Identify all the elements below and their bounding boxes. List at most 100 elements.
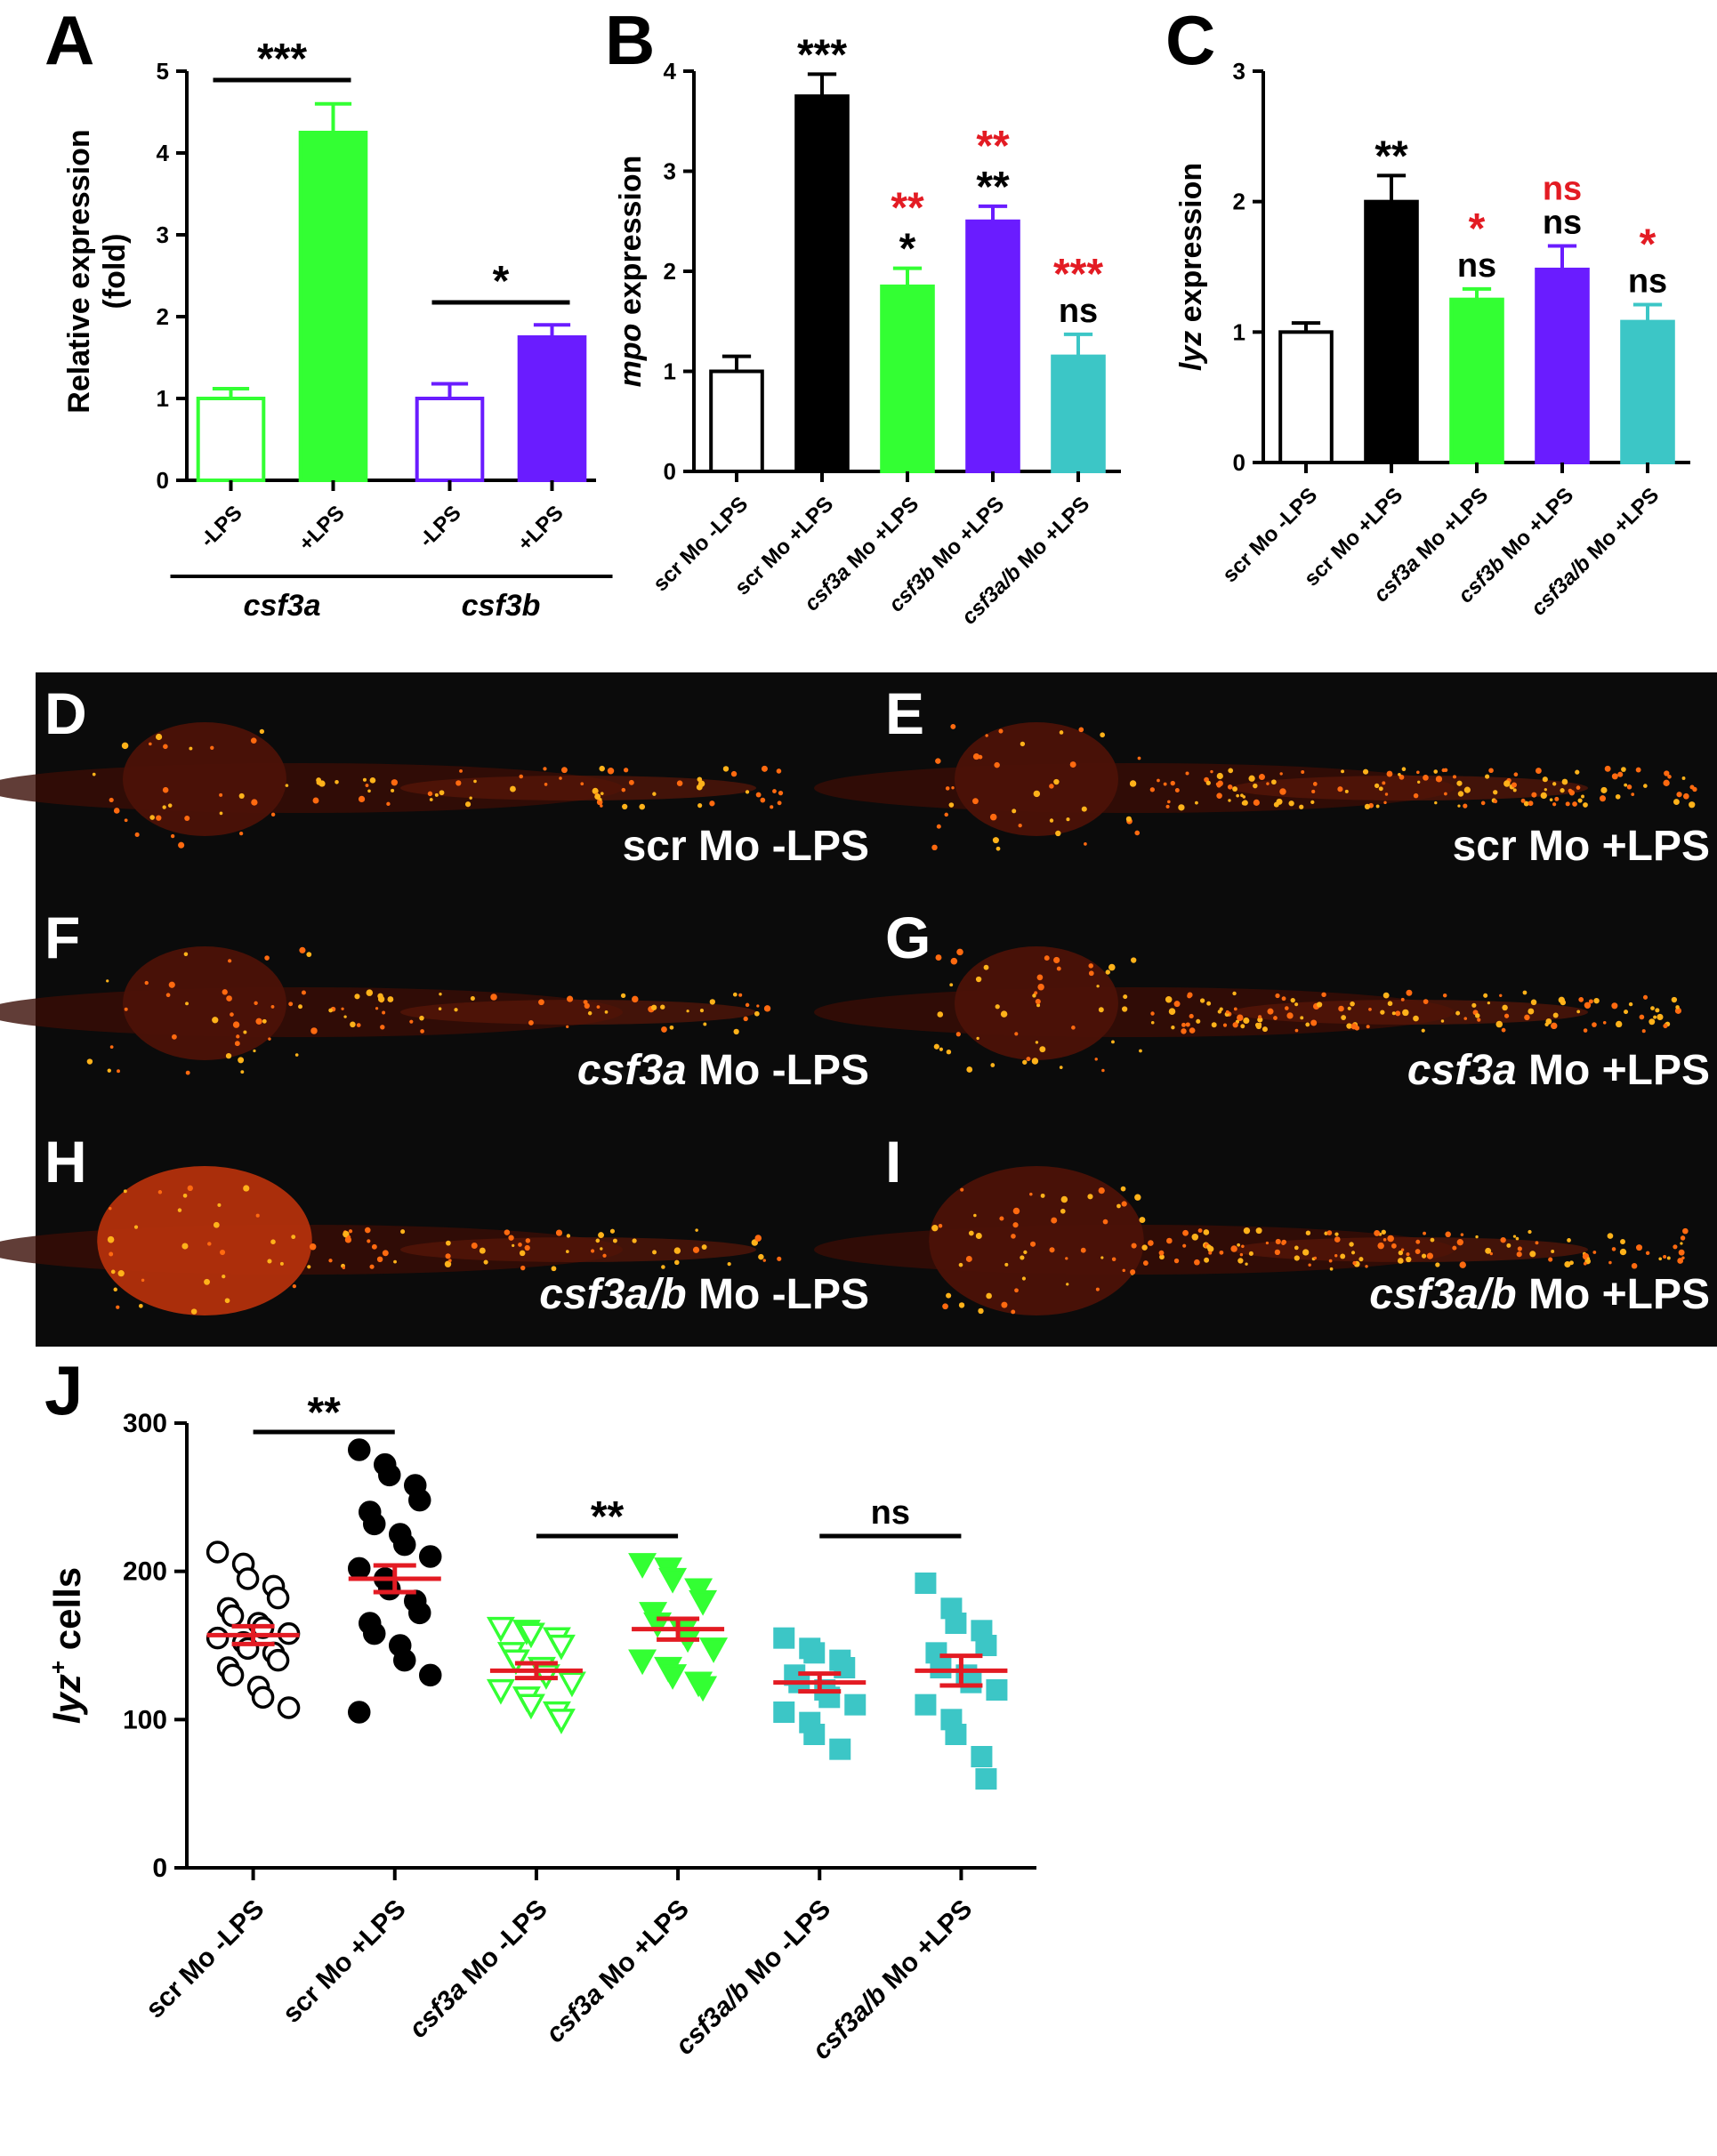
fluorescent-cell <box>1321 992 1326 998</box>
fluorescent-cell <box>972 798 979 805</box>
fluorescent-cell <box>699 1009 705 1013</box>
fluorescent-cell <box>652 792 657 796</box>
significance-label: * <box>493 258 510 305</box>
fluorescent-cell <box>365 784 369 787</box>
y-tick-label: 4 <box>664 58 677 84</box>
fluorescent-cell <box>1310 1019 1318 1026</box>
fluorescent-cell <box>1100 1256 1104 1259</box>
fluorescent-cell <box>709 800 715 807</box>
fluorescent-cell <box>1611 773 1618 780</box>
fluorescent-cell <box>1131 957 1137 963</box>
y-tick-label: 1 <box>664 358 676 385</box>
fluorescent-cell <box>226 995 232 1002</box>
fluorescent-cell <box>367 1239 371 1243</box>
bar <box>1278 330 1334 465</box>
fluorescent-cell <box>1628 1002 1633 1007</box>
y-tick-label: 2 <box>664 258 676 285</box>
fluorescent-cell <box>1328 1259 1333 1263</box>
fluorescent-cell <box>1406 1252 1410 1257</box>
fluorescent-cell <box>376 1256 383 1263</box>
fluorescent-cell <box>1098 1007 1104 1013</box>
fluorescent-cell <box>1689 801 1696 808</box>
fluorescent-cell <box>113 808 120 814</box>
fluorescent-cell <box>382 1010 386 1015</box>
fluorescent-cell <box>1216 772 1223 780</box>
fluorescent-cell <box>1375 804 1380 808</box>
data-point <box>699 1637 729 1663</box>
fluorescent-cell <box>1294 1245 1299 1251</box>
fluorescent-cell <box>1552 802 1557 807</box>
fluorescent-cell <box>1565 801 1570 807</box>
fluorescent-cell <box>204 1278 210 1285</box>
fluorescent-cell <box>358 795 366 803</box>
fluorescent-cell <box>366 989 374 996</box>
fluorescent-cell <box>369 1264 375 1269</box>
x-tick-label: -LPS <box>415 501 466 552</box>
fluorescent-cell <box>234 1041 240 1047</box>
fluorescent-cell <box>1387 1235 1394 1243</box>
data-point <box>628 1649 657 1676</box>
fluorescent-cell <box>1056 966 1061 971</box>
fluorescent-cell <box>1101 1068 1105 1073</box>
fluorescent-cell <box>292 1284 296 1289</box>
fluorescent-cell <box>454 1008 458 1012</box>
fluorescent-cell <box>1680 1242 1683 1245</box>
fluorescent-cell <box>1430 1237 1435 1243</box>
fluorescent-cell <box>1350 1023 1358 1030</box>
data-point <box>915 1693 937 1716</box>
fluorescent-cell <box>124 1007 128 1011</box>
fluorescent-cell <box>1174 788 1180 792</box>
fluorescent-cell <box>697 780 705 787</box>
fluorescent-cell <box>1639 1014 1645 1020</box>
fluorescent-cell <box>1131 1243 1137 1249</box>
fluorescent-cell <box>1616 1020 1623 1028</box>
fluorescent-cell <box>1189 1013 1194 1019</box>
fluorescent-cell <box>240 1070 245 1074</box>
fluorescent-cell <box>1511 782 1518 788</box>
fluorescent-cell <box>1635 1244 1643 1251</box>
data-point <box>419 1663 442 1687</box>
fluorescent-cell <box>270 1239 276 1244</box>
fluorescent-cell <box>217 1203 222 1207</box>
fluorescent-cell <box>212 1017 219 1024</box>
fluorescent-cell <box>222 1275 226 1279</box>
fluorescent-cell <box>1402 1009 1409 1017</box>
fluorescent-cell <box>1022 1059 1028 1065</box>
fluorescent-cell <box>288 1002 294 1007</box>
significance-label-red: ns <box>1543 171 1582 208</box>
fluorescent-cell <box>660 1004 665 1010</box>
larva-yolk <box>123 946 286 1060</box>
fluorescent-cell <box>1544 788 1547 792</box>
fluorescent-cell <box>992 837 999 844</box>
fluorescent-cell <box>1158 1250 1165 1256</box>
fluorescent-cell <box>1493 799 1498 804</box>
fluorescent-cell <box>745 790 750 794</box>
fluorescent-cell <box>555 1229 563 1236</box>
fluorescent-cell <box>1141 1244 1148 1251</box>
fluorescent-cell <box>185 1002 189 1006</box>
fluorescent-cell <box>935 758 941 764</box>
fluorescent-cell <box>594 793 601 800</box>
fluorescent-cell <box>1281 1241 1286 1245</box>
fluorescent-cell <box>236 1034 240 1039</box>
fluorescent-cell <box>1675 1005 1680 1010</box>
fluorescent-cell <box>1445 1231 1451 1238</box>
fluorescent-cell <box>1551 1022 1558 1030</box>
fluorescent-cell <box>1163 782 1167 786</box>
fluorescent-cell <box>1316 1002 1323 1008</box>
fluorescent-cell <box>1181 1028 1187 1034</box>
fluorescent-cell <box>1059 1066 1063 1069</box>
fluorescent-cell <box>243 1185 250 1192</box>
data-point <box>221 1663 245 1687</box>
fluorescent-cell <box>1012 1207 1020 1215</box>
fluorescent-cell <box>107 1068 111 1073</box>
fluorescent-cell <box>1682 1227 1689 1235</box>
fluorescent-cell <box>1035 1041 1039 1044</box>
fluorescent-cell <box>592 787 599 794</box>
larva-yolk <box>123 722 286 836</box>
x-tick-label: +LPS <box>294 501 350 556</box>
fluorescent-cell <box>1108 963 1116 971</box>
fluorescent-cell <box>1558 996 1565 1003</box>
fluorescent-cell <box>369 776 376 784</box>
